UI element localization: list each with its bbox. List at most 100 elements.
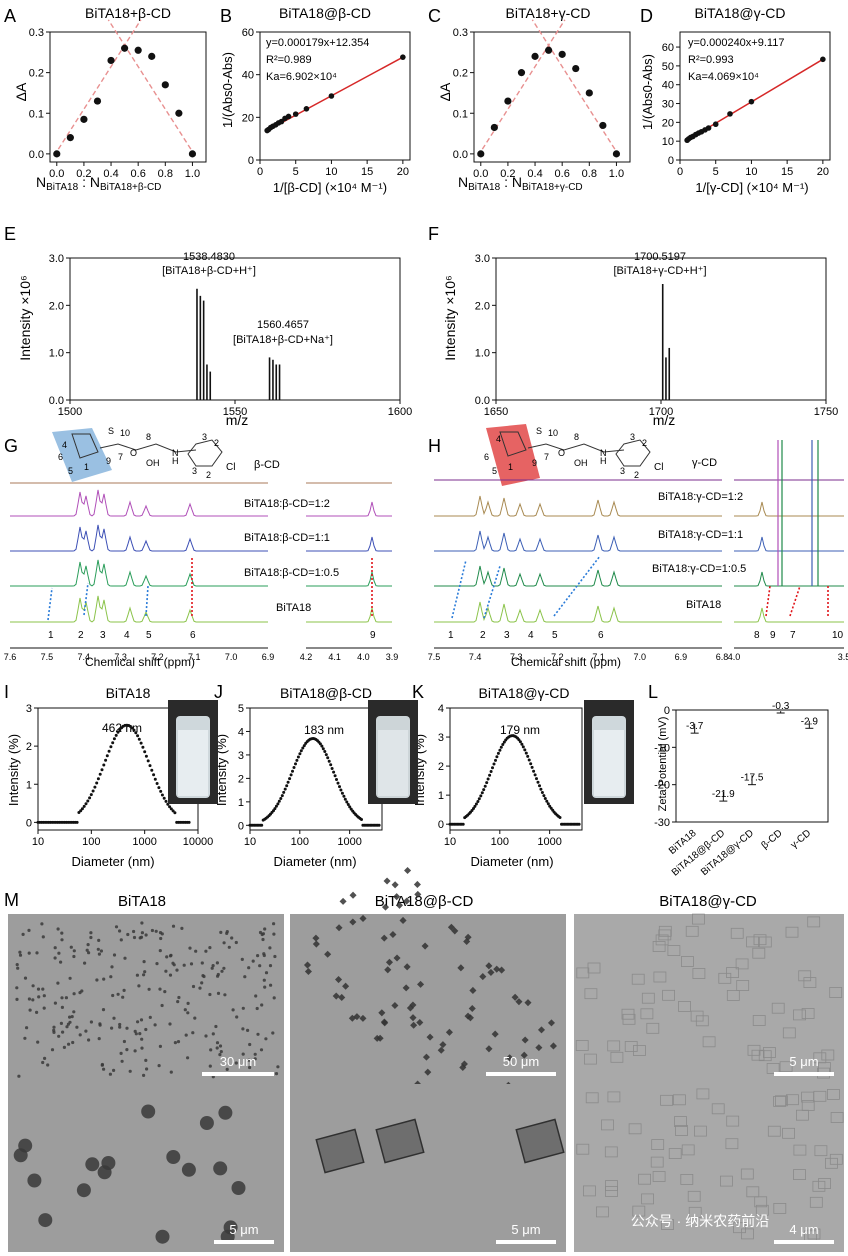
panel-d-ylabel: 1/(Abs0-Abs) bbox=[640, 54, 655, 130]
panel-k-point-18 bbox=[474, 802, 478, 806]
panel-j-ytick-label-3: 3 bbox=[238, 750, 244, 762]
sem-0-particle-226 bbox=[168, 954, 173, 958]
panel-i-point-57 bbox=[137, 737, 141, 741]
panel-i-point-26 bbox=[82, 804, 86, 808]
sem-1-crystal-15 bbox=[385, 958, 393, 966]
panel-l-frame bbox=[675, 709, 829, 823]
sem-0-particle-66 bbox=[36, 987, 41, 991]
panel-h-trace-label-4: BiTA18:γ-CD=1:0.5 bbox=[652, 563, 746, 575]
panel-k-point-88 bbox=[577, 822, 581, 826]
sem-0-particle-86 bbox=[264, 1037, 268, 1041]
sem-0-particle-120 bbox=[220, 969, 224, 973]
panel-b-xtick-label-1: 5 bbox=[293, 166, 299, 178]
panel-i-point-30 bbox=[89, 793, 93, 797]
sem-0-particle-171 bbox=[243, 975, 247, 979]
panel-g-atom-o: O bbox=[130, 448, 137, 458]
sem-0-particle-93 bbox=[273, 954, 277, 959]
panel-h-trace-1-r0 bbox=[434, 495, 722, 517]
sem-5-flake-4 bbox=[830, 1112, 844, 1123]
sem-5-flake-45 bbox=[605, 1186, 618, 1197]
panel-k-title: BiTA18@γ-CD bbox=[479, 685, 570, 701]
sem-0-particle-3 bbox=[86, 943, 90, 947]
sem-0-particle-136 bbox=[68, 1015, 72, 1019]
panel-g-xtick-label-5: 7.1 bbox=[188, 652, 201, 662]
panel-k-point-30 bbox=[492, 762, 496, 766]
panel-c-title: BiTA18+γ-CD bbox=[506, 5, 591, 21]
sem-0-particle-116 bbox=[268, 964, 273, 968]
panel-b-point-6 bbox=[278, 118, 285, 125]
panel-a-ytick-label-0: 0.0 bbox=[29, 149, 44, 161]
panel-d-ytick-label-0: 0 bbox=[668, 155, 674, 167]
sem-0-particle-253 bbox=[101, 1008, 106, 1012]
sem-0-particle-106 bbox=[272, 922, 276, 926]
sem-0-particle-129 bbox=[67, 1042, 71, 1046]
sem-0-particle-198 bbox=[50, 1048, 55, 1052]
sem-0-particle-34 bbox=[163, 990, 167, 994]
panel-i-point-61 bbox=[144, 754, 148, 758]
panel-d-ytick-label-2: 20 bbox=[662, 117, 674, 129]
sem-2-flake-45 bbox=[584, 988, 598, 1000]
panel-g-atom-3b: 3 bbox=[192, 466, 197, 476]
sem-5-flake-36 bbox=[596, 1206, 609, 1218]
sem-5-flake-15 bbox=[814, 1145, 828, 1157]
panel-h-peak-7: 7 bbox=[790, 630, 796, 641]
panel-i-point-41 bbox=[109, 745, 113, 749]
panel-c-point-9 bbox=[599, 121, 607, 130]
panel-a-xtick-label-5: 1.0 bbox=[185, 168, 200, 180]
panel-j-point-31 bbox=[294, 762, 297, 766]
panel-a-point-0 bbox=[53, 150, 61, 158]
sem-0-particle-62 bbox=[138, 1032, 142, 1036]
sem-5-scale-label: 4 μm bbox=[789, 1222, 818, 1237]
panel-b-ytick-label-1: 20 bbox=[242, 112, 254, 124]
sem-2-flake-12 bbox=[736, 980, 750, 991]
sem-0-particle-211 bbox=[89, 1020, 93, 1024]
sem-0-particle-162 bbox=[171, 924, 176, 928]
panel-i-point-35 bbox=[98, 772, 102, 776]
panel-g-xtick2-label-2: 4.0 bbox=[357, 652, 370, 662]
panel-l-plot: 0-10-20-30-3.7BiTA18-21.9BiTA18@β-CD-17.… bbox=[654, 701, 829, 879]
panel-g-xtick-label-7: 6.9 bbox=[262, 652, 275, 662]
panel-j-ytick-label-1: 1 bbox=[238, 797, 244, 809]
panel-e-xlabel: m/z bbox=[226, 412, 249, 428]
sem-0-particle-73 bbox=[262, 978, 266, 982]
panel-i-point-60 bbox=[143, 750, 147, 754]
sem-5-flake-40 bbox=[681, 1144, 695, 1156]
panel-j-point-23 bbox=[282, 790, 286, 794]
sem-0-particle-236 bbox=[208, 1064, 212, 1068]
panel-j-point-58 bbox=[333, 774, 337, 778]
panel-letter-k: K bbox=[412, 682, 424, 702]
sem-0-particle-114 bbox=[18, 953, 23, 957]
panel-f-ytick-label-2: 2.0 bbox=[475, 300, 490, 312]
sem-0-particle-192 bbox=[118, 1022, 122, 1027]
panel-c-point-6 bbox=[558, 50, 566, 58]
sem-0-particle-159 bbox=[123, 956, 127, 960]
panel-k-point-34 bbox=[498, 748, 502, 752]
sem-0-particle-157 bbox=[143, 970, 147, 974]
sem-0-particle-92 bbox=[16, 966, 20, 970]
panel-g-atom-oh: OH bbox=[146, 458, 160, 468]
sem-1-crystal-45 bbox=[349, 891, 357, 899]
panel-b-point-10 bbox=[303, 106, 310, 112]
sem-0-particle-243 bbox=[125, 1026, 129, 1030]
panel-a-point-2 bbox=[80, 115, 88, 123]
sem-1-crystal-52 bbox=[459, 1063, 467, 1071]
panel-h-atom-o: O bbox=[558, 448, 565, 458]
sem-images: 30 μm 50 μm 5 μm 5 μm 5 μm 4 μm 公众号 · 纳米农药前沿 bbox=[8, 866, 844, 1252]
panel-d-ytick-label-4: 40 bbox=[662, 80, 674, 92]
sem-0-particle-203 bbox=[240, 957, 244, 962]
sem-0-particle-95 bbox=[172, 963, 176, 967]
panel-b-frame bbox=[259, 31, 411, 161]
panel-f-ytick-label-3: 3.0 bbox=[475, 253, 490, 265]
panel-h-cd-cone bbox=[486, 424, 540, 486]
sem-0-particle-42 bbox=[111, 993, 115, 998]
panel-j-point-20 bbox=[277, 799, 281, 803]
sem-2-flake-10 bbox=[813, 1052, 827, 1064]
sem-0-particle-37 bbox=[173, 1041, 177, 1045]
panel-k-point-25 bbox=[485, 781, 489, 785]
sem-0-particle-241 bbox=[253, 1052, 257, 1056]
panel-j-point-76 bbox=[360, 818, 363, 821]
panel-h-atom-cl: Cl bbox=[654, 462, 663, 473]
sem-0-particle-128 bbox=[60, 1005, 64, 1010]
panel-i-point-67 bbox=[155, 782, 159, 785]
panel-j-peak-label: 183 nm bbox=[304, 723, 344, 737]
